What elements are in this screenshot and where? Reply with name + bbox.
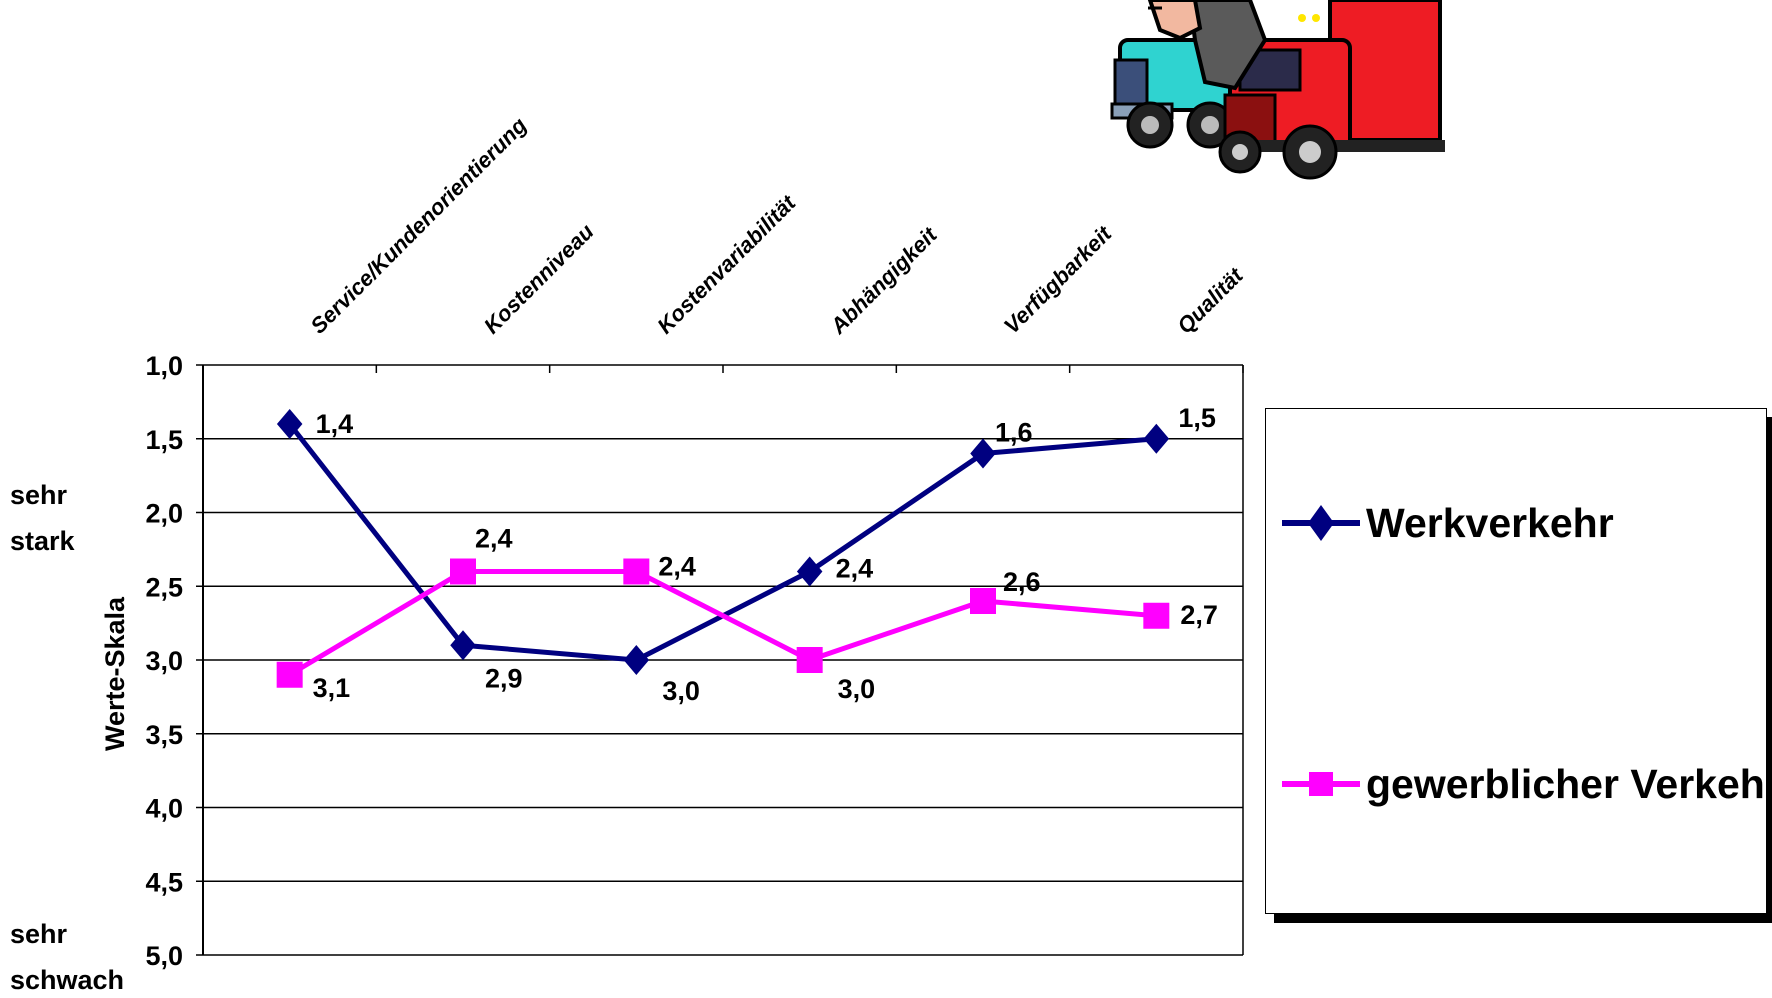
- data-point: [970, 588, 996, 614]
- x-tick-label: Kostenniveau: [479, 218, 599, 338]
- data-label: 2,6: [1003, 567, 1041, 597]
- data-point: [796, 556, 823, 587]
- scale-strong-label: sehr stark: [10, 478, 75, 558]
- trucks-with-pointing-hand-icon: [1110, 0, 1445, 180]
- legend-item-werkverkehr: Werkverkehr: [1282, 493, 1614, 553]
- scale-strong-line1: sehr: [10, 480, 68, 510]
- y-tick-label: 1,0: [145, 351, 183, 381]
- data-label: 3,0: [838, 674, 876, 704]
- series-layer: 1,4 2,9 3,0 2,4 1,6 1,5 3,1 2,4 2,4 3,0 2,6 2,7: [276, 403, 1218, 706]
- legend-label-gewerblicher-verkehr: gewerblicher Verkehr: [1366, 760, 1772, 807]
- x-tick-label: Qualität: [1172, 262, 1249, 339]
- data-label: 3,0: [662, 676, 700, 706]
- data-point: [623, 558, 650, 585]
- data-label: 2,4: [658, 552, 696, 582]
- grid-lines: [196, 364, 1244, 956]
- scale-weak-line1: sehr: [10, 919, 68, 949]
- y-tick-label: 5,0: [145, 941, 183, 971]
- legend: Werkverkehr gewerblicher Verkehr: [1265, 408, 1772, 914]
- legend-label-werkverkehr: Werkverkehr: [1366, 499, 1614, 546]
- data-point: [970, 438, 996, 469]
- x-tick-label: Abhängigkeit: [825, 221, 943, 339]
- y-tick-label: 2,5: [145, 572, 183, 602]
- data-point: [1143, 602, 1170, 629]
- legend-item-gewerblicher-verkehr: gewerblicher Verkehr: [1282, 754, 1772, 814]
- y-tick-label: 3,0: [145, 646, 183, 676]
- series-gewerblicher-verkehr: 3,1 2,4 2,4 3,0 2,6 2,7: [276, 524, 1218, 704]
- x-tick-label: Kostenvariabilität: [652, 189, 801, 338]
- series-line: [287, 422, 1157, 663]
- scale-weak-label: sehr schwach: [10, 917, 124, 997]
- data-point: [450, 558, 476, 585]
- x-tick-label: Verfügbarkeit: [999, 220, 1118, 339]
- data-point: [796, 647, 823, 673]
- y-tick-label: 4,0: [145, 794, 183, 824]
- data-label: 2,9: [485, 663, 523, 693]
- y-tick-label: 1,5: [145, 425, 183, 455]
- y-axis-label: Werte-Skala: [100, 596, 130, 751]
- scale-weak-line2: schwach: [10, 965, 125, 995]
- series-line: [288, 569, 1157, 677]
- data-point: [623, 645, 650, 675]
- square-marker-icon: [1282, 772, 1360, 796]
- y-tick-label: 2,0: [145, 499, 183, 529]
- data-point: [450, 630, 476, 661]
- y-tick-label: 3,5: [145, 720, 183, 750]
- data-label: 3,1: [313, 673, 351, 703]
- data-label: 2,4: [836, 554, 874, 584]
- data-point: [276, 661, 303, 688]
- data-point: [276, 409, 303, 439]
- data-label: 1,4: [316, 409, 354, 439]
- data-label: 1,5: [1178, 403, 1216, 433]
- data-point: [1143, 423, 1170, 454]
- diamond-marker-icon: [1282, 505, 1360, 541]
- data-label: 2,7: [1180, 600, 1218, 630]
- data-label: 1,6: [995, 418, 1033, 448]
- y-tick-label: 4,5: [145, 867, 183, 897]
- data-label: 2,4: [475, 524, 513, 554]
- scale-strong-line2: stark: [10, 526, 75, 556]
- y-tick-labels: 1,0 1,5 2,0 2,5 3,0 3,5 4,0 4,5 5,0: [145, 351, 183, 971]
